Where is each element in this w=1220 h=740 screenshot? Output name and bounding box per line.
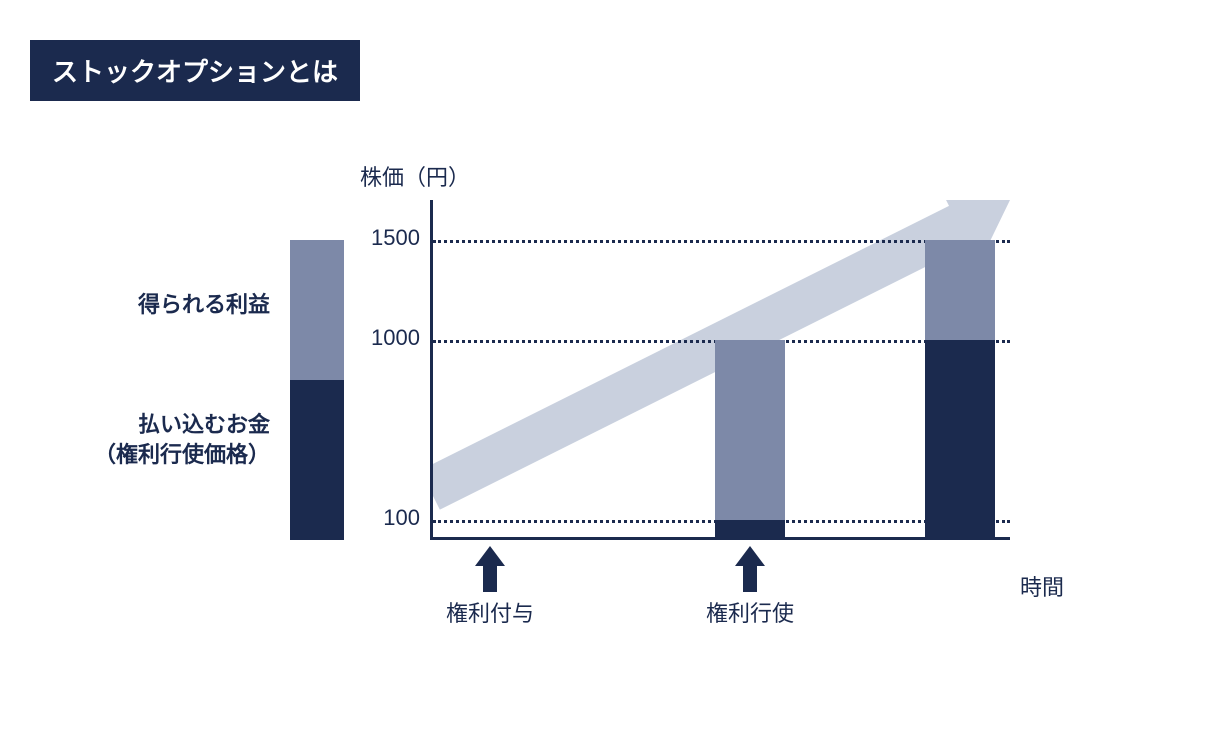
title-text: ストックオプションとは: [52, 57, 338, 87]
chart-bar: [925, 240, 995, 540]
legend-profit-label: 得られる利益: [0, 290, 270, 320]
event-arrow-icon: [475, 546, 505, 592]
gridline: [433, 240, 1010, 243]
bar-profit-segment: [925, 240, 995, 340]
y-tick-label: 100: [340, 505, 420, 531]
legend-cost-label: 払い込むお金 （権利行使価格）: [0, 410, 270, 469]
bar-profit-segment: [715, 340, 785, 520]
event-label: 権利付与: [430, 596, 550, 628]
bar-cost-segment: [925, 340, 995, 537]
x-axis-title: 時間: [1020, 570, 1064, 602]
chart-bar: [715, 340, 785, 540]
y-tick-label: 1000: [340, 325, 420, 351]
chart-plot-area: [430, 200, 1010, 540]
event-label: 権利行使: [690, 596, 810, 628]
title-banner: ストックオプションとは: [30, 40, 360, 101]
event-arrow-icon: [735, 546, 765, 592]
y-tick-label: 1500: [340, 225, 420, 251]
legend-bar-segment: [290, 240, 344, 380]
legend-bar: [290, 240, 344, 540]
legend-bar-segment: [290, 380, 344, 540]
y-axis-title: 株価（円）: [360, 160, 470, 192]
bar-cost-segment: [715, 520, 785, 537]
y-axis-line: [430, 200, 433, 540]
